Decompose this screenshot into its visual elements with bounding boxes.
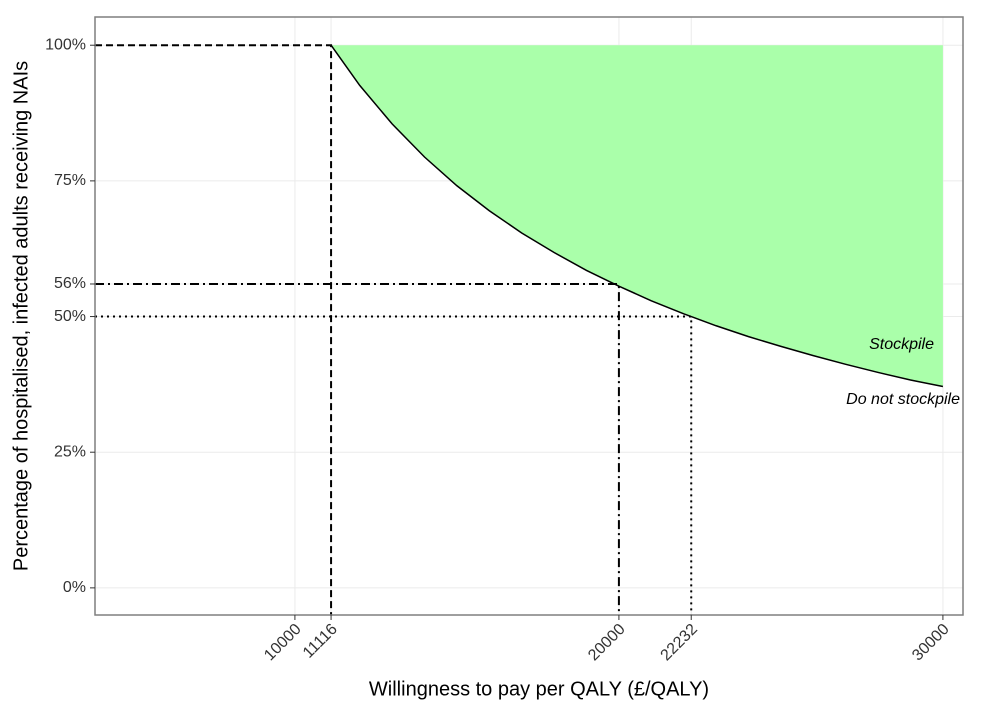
y-tick-label: 75%: [54, 172, 86, 189]
x-axis-title: Willingness to pay per QALY (£/QALY): [369, 678, 709, 700]
y-tick-label: 56%: [54, 275, 86, 292]
panel-border: [94, 16, 964, 616]
line: [330, 44, 944, 388]
guide-line: [95, 282, 620, 615]
y-tick-label: 50%: [54, 308, 86, 325]
annotation: Stockpile: [869, 336, 934, 353]
area: [331, 45, 943, 387]
annotation: Do not stockpile: [846, 391, 960, 408]
y-tick-label: 100%: [45, 36, 86, 53]
y-axis-title: Percentage of hospitalised, infected adu…: [10, 61, 32, 571]
guide-line: [95, 315, 693, 615]
y-tick-label: 25%: [54, 443, 86, 460]
y-tick-label: 0%: [63, 579, 86, 596]
guide-line: [95, 44, 333, 615]
